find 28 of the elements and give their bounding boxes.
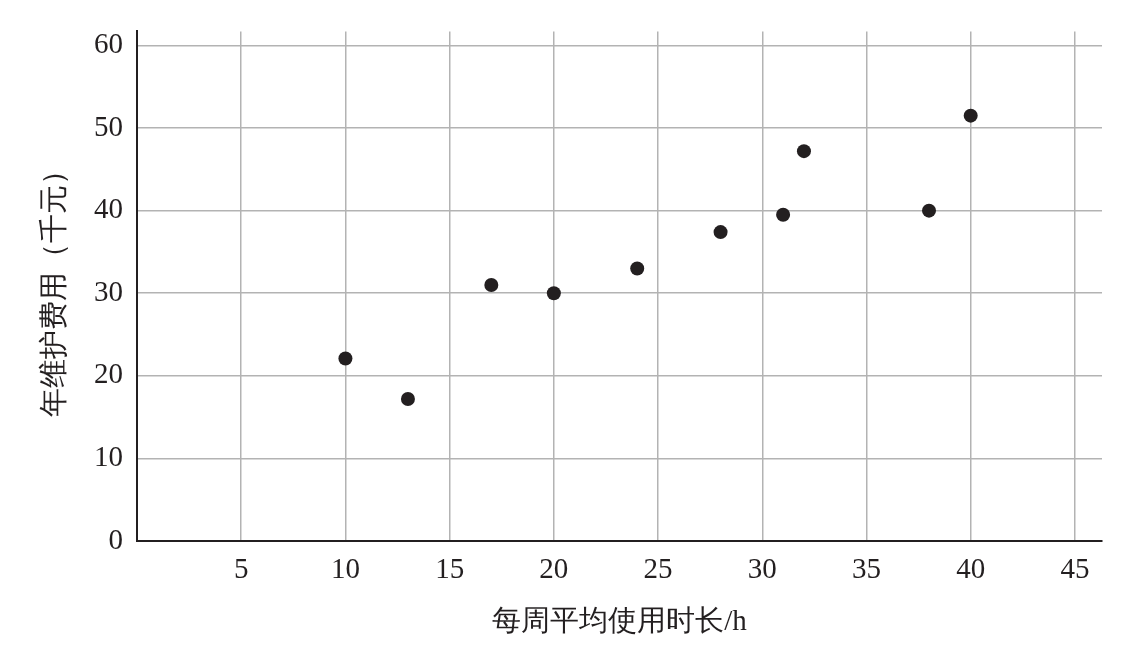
x-tick-label: 15	[435, 552, 465, 585]
y-tick-label: 20	[94, 357, 123, 390]
point	[400, 391, 415, 406]
x-tick-label: 30	[747, 552, 777, 585]
x-axis-title: 每周平均使用时长/h	[492, 604, 748, 637]
point	[776, 207, 791, 222]
point	[963, 108, 978, 123]
y-axis-title: 年维护费用（千元）	[37, 155, 70, 417]
point	[484, 277, 499, 292]
point	[796, 144, 811, 159]
x-tick-label: 20	[539, 552, 569, 585]
x-tick-label: 40	[956, 552, 986, 585]
point	[922, 203, 937, 218]
x-tick-label: 35	[851, 552, 881, 585]
point	[630, 261, 645, 276]
point	[546, 286, 561, 301]
y-tick-label: 40	[94, 192, 123, 225]
point	[338, 351, 353, 366]
x-tick-label: 45	[1060, 552, 1090, 585]
x-tick-label: 10	[330, 552, 360, 585]
y-tick-label: 10	[94, 440, 123, 473]
x-tick-label: 5	[233, 552, 249, 585]
x-tick-label: 25	[643, 552, 673, 585]
point	[713, 225, 728, 240]
y-tick-label: 30	[94, 274, 123, 307]
y-tick-label: 50	[94, 109, 123, 142]
y-tick-label: 60	[94, 27, 123, 60]
y-tick-label: 0	[108, 522, 123, 555]
